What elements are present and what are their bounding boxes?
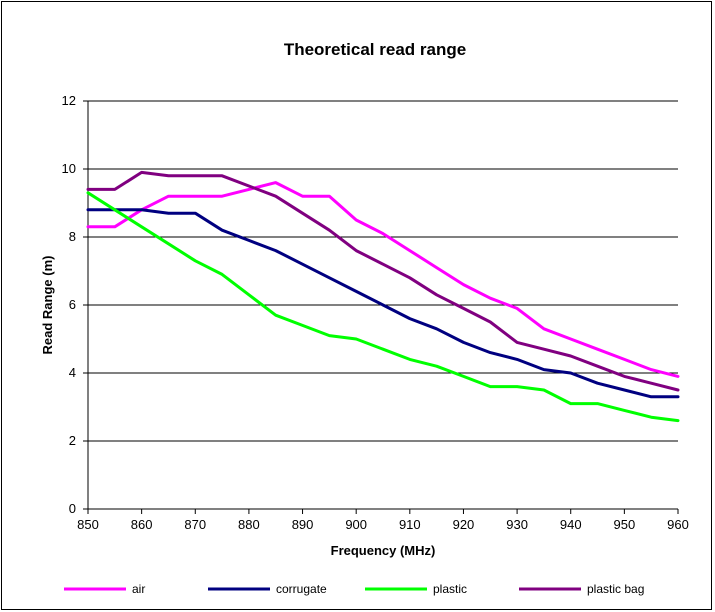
legend: air corrugate plastic plastic bag — [64, 582, 644, 596]
series-line-plastic-bag — [86, 170, 680, 392]
legend-label-corrugate: corrugate — [276, 582, 327, 596]
y-tick-label-2: 2 — [69, 433, 76, 448]
x-tick-label-900: 900 — [345, 517, 367, 532]
series-line-corrugate — [86, 208, 680, 399]
x-tick-label-910: 910 — [399, 517, 421, 532]
x-tick-label-960: 960 — [667, 517, 689, 532]
y-tick-label-6: 6 — [69, 297, 76, 312]
x-tick-label-940: 940 — [560, 517, 582, 532]
x-tick-label-870: 870 — [184, 517, 206, 532]
x-tick-label-950: 950 — [614, 517, 636, 532]
x-axis-label: Frequency (MHz) — [331, 543, 436, 558]
y-tick-label-12: 12 — [62, 93, 76, 108]
x-tick-label-860: 860 — [131, 517, 153, 532]
y-tick-label-4: 4 — [69, 365, 76, 380]
y-tick-label-8: 8 — [69, 229, 76, 244]
chart-title: Theoretical read range — [284, 40, 466, 59]
plot-area: 0 2 4 6 8 10 12 850 860 870 880 890 900 910 920 930 940 9… — [62, 93, 689, 532]
y-tick-label-10: 10 — [62, 161, 76, 176]
legend-label-plastic-bag: plastic bag — [587, 582, 644, 596]
legend-label-air: air — [132, 582, 145, 596]
legend-label-plastic: plastic — [433, 582, 467, 596]
y-axis-label: Read Range (m) — [40, 256, 55, 355]
y-tick-label-0: 0 — [69, 501, 76, 516]
x-tick-label-930: 930 — [506, 517, 528, 532]
x-tick-label-880: 880 — [238, 517, 260, 532]
x-tick-label-850: 850 — [77, 517, 99, 532]
x-tick-label-920: 920 — [453, 517, 475, 532]
series-line-air — [86, 181, 680, 378]
x-tick-label-890: 890 — [292, 517, 314, 532]
series-line-plastic — [86, 191, 680, 423]
